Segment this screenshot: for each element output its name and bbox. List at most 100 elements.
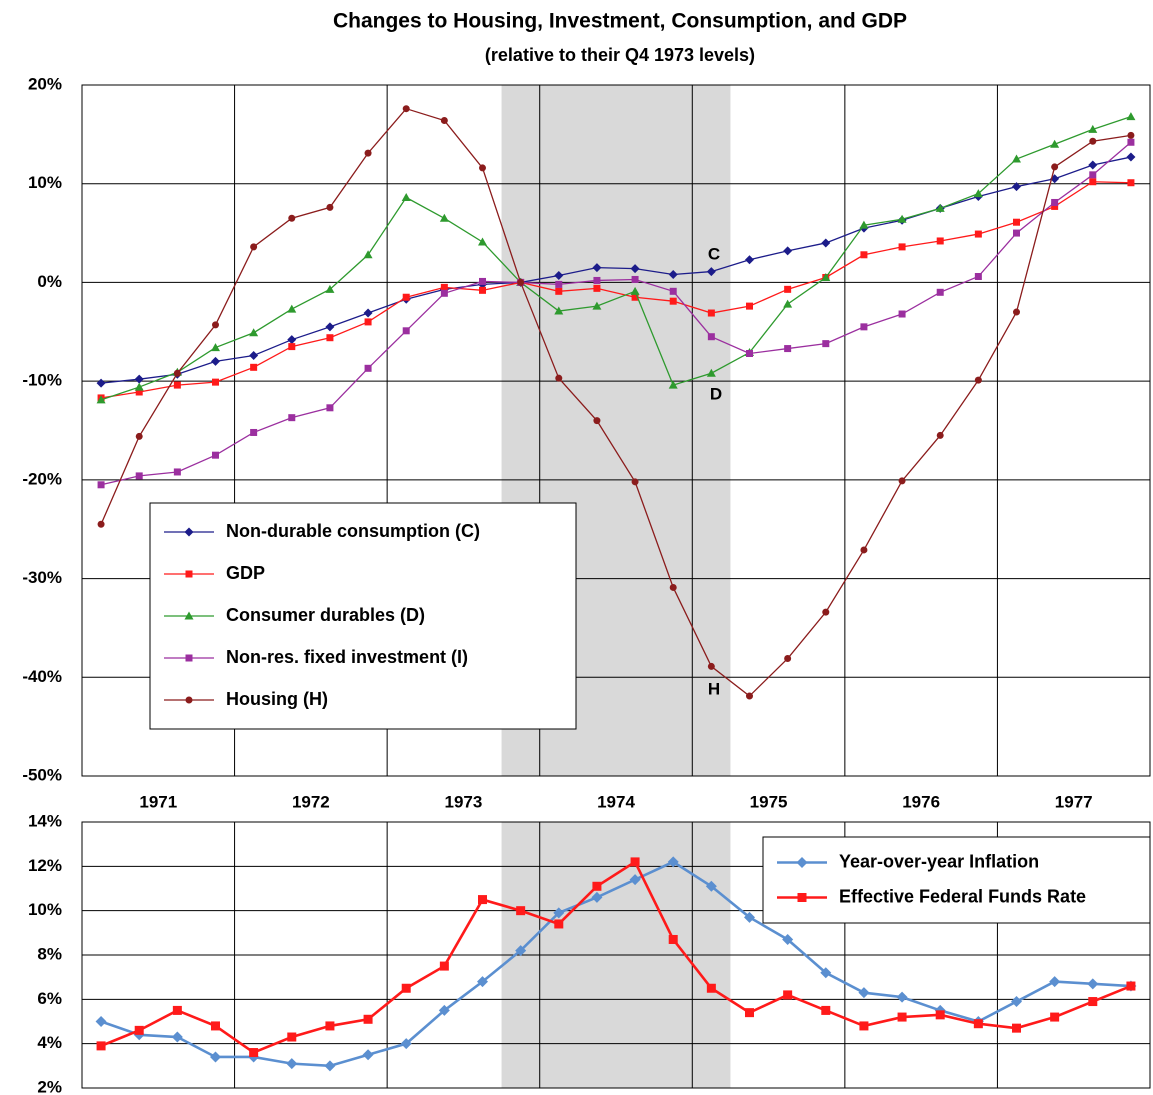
legend-box: [149, 502, 577, 730]
marker: [707, 309, 715, 317]
y-tick-label: 4%: [37, 1033, 62, 1052]
marker: [784, 345, 792, 353]
legend-label: GDP: [226, 563, 265, 583]
legend-marker: [185, 654, 193, 662]
marker: [898, 243, 906, 251]
x-tick-label: 1973: [445, 792, 483, 811]
legend-marker: [184, 611, 194, 620]
marker: [973, 1019, 983, 1029]
marker: [362, 1049, 374, 1061]
marker: [630, 857, 640, 867]
marker: [631, 275, 639, 283]
marker: [97, 520, 105, 528]
marker: [1126, 152, 1136, 162]
marker: [1012, 154, 1021, 163]
legend-marker: [797, 893, 807, 902]
y-tick-label: -10%: [22, 371, 62, 390]
marker: [707, 662, 715, 670]
legend-marker: [796, 857, 808, 868]
marker: [821, 272, 831, 281]
marker: [592, 881, 602, 891]
marker: [135, 472, 143, 480]
marker: [439, 961, 449, 971]
marker: [555, 280, 563, 288]
marker: [935, 1010, 945, 1020]
marker: [1051, 202, 1059, 210]
marker: [974, 230, 982, 238]
y-tick-label: -40%: [22, 667, 62, 686]
marker: [784, 655, 792, 663]
marker: [936, 431, 944, 439]
marker: [1087, 978, 1099, 990]
marker: [286, 1058, 298, 1070]
marker: [440, 289, 448, 297]
marker: [363, 250, 373, 259]
marker: [974, 273, 982, 281]
marker: [1049, 976, 1061, 988]
marker: [822, 608, 830, 616]
marker: [1088, 160, 1098, 170]
marker: [936, 288, 944, 296]
series-line: [101, 156, 1132, 384]
marker: [326, 334, 334, 342]
marker: [1088, 997, 1098, 1007]
marker: [212, 451, 219, 459]
marker: [288, 343, 296, 351]
series-line: [100, 860, 1132, 1055]
marker: [288, 214, 296, 222]
marker: [554, 306, 564, 315]
marker: [630, 264, 640, 274]
marker: [402, 327, 410, 335]
marker: [669, 583, 677, 591]
marker: [1051, 198, 1059, 206]
y-tick-label: -20%: [22, 469, 62, 488]
series-line: [100, 107, 1132, 697]
series-line: [100, 115, 1132, 401]
marker: [439, 213, 449, 222]
marker: [134, 374, 144, 384]
marker: [479, 164, 486, 172]
marker: [592, 301, 602, 310]
marker: [287, 1032, 297, 1042]
marker: [820, 967, 832, 979]
marker: [287, 335, 297, 345]
marker: [629, 874, 641, 886]
marker: [211, 343, 220, 352]
marker: [783, 246, 793, 256]
marker: [744, 911, 755, 923]
marker: [745, 255, 754, 265]
marker: [440, 283, 448, 291]
marker: [746, 692, 753, 700]
marker: [631, 478, 639, 486]
marker: [96, 378, 106, 388]
y-tick-label: 0%: [37, 272, 62, 291]
y-tick-label: 6%: [37, 989, 62, 1008]
chart-subtitle: (relative to their Q4 1973 levels): [485, 45, 755, 65]
x-tick-label: 1976: [902, 792, 940, 811]
marker: [134, 382, 144, 391]
marker: [1050, 139, 1060, 148]
marker: [172, 1005, 182, 1015]
marker: [440, 117, 448, 125]
plot-border: [81, 821, 1151, 1089]
marker: [1013, 308, 1020, 316]
marker: [171, 1031, 183, 1043]
marker: [592, 263, 602, 273]
marker: [1127, 179, 1135, 187]
marker: [478, 237, 487, 246]
marker: [554, 919, 564, 929]
marker: [96, 395, 106, 404]
marker: [669, 297, 677, 305]
legend-label: Year-over-year Inflation: [839, 851, 1039, 871]
marker: [400, 1038, 412, 1050]
x-tick-label: 1972: [292, 792, 330, 811]
x-tick-label: 1977: [1055, 792, 1093, 811]
legend-label: Non-durable consumption (C): [226, 521, 480, 541]
marker: [363, 308, 373, 318]
marker: [1127, 131, 1135, 139]
marker: [173, 381, 181, 389]
marker: [97, 481, 105, 489]
marker: [782, 933, 794, 945]
marker: [1088, 124, 1098, 133]
